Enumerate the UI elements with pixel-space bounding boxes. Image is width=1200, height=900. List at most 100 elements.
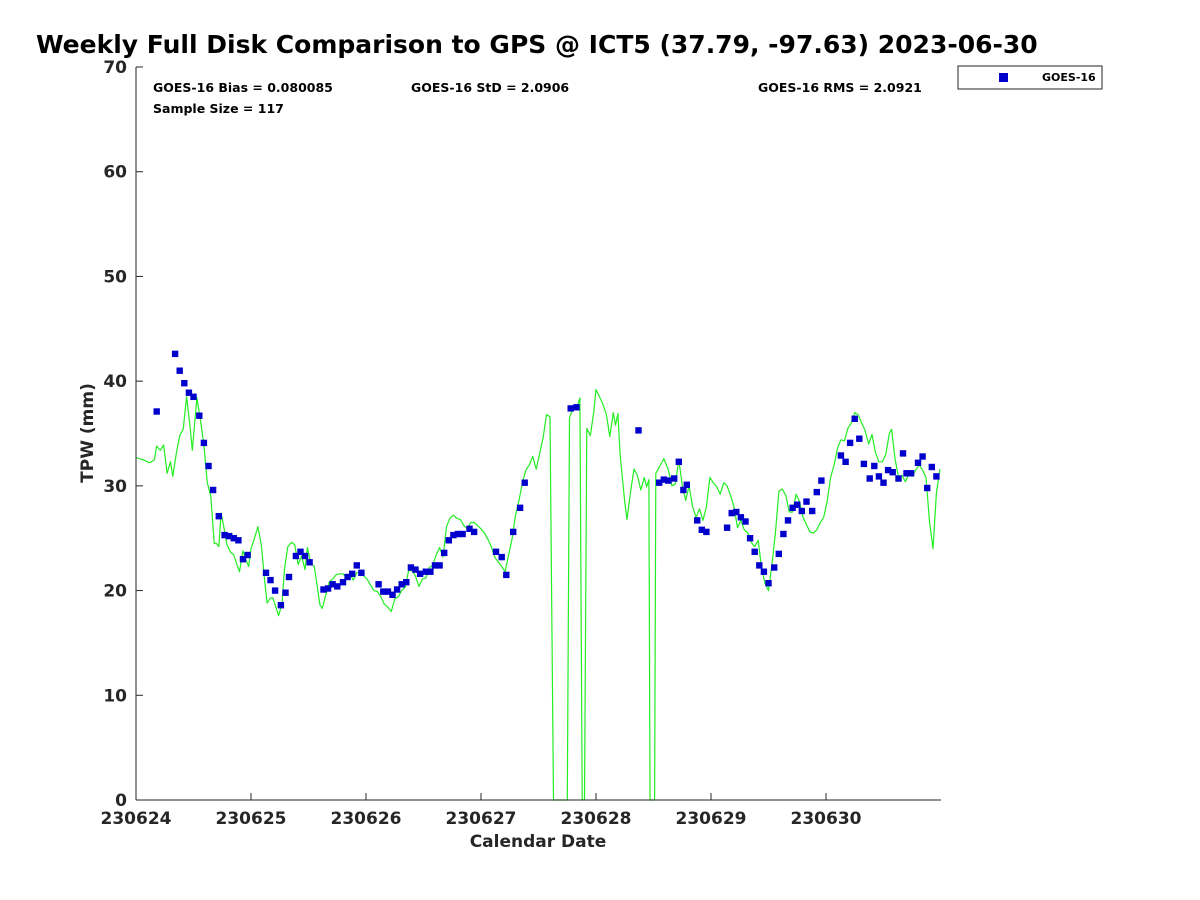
goes16-point <box>846 439 854 447</box>
goes16-point <box>521 479 528 486</box>
goes16-point <box>282 589 289 596</box>
legend-label-goes16: GOES-16 <box>1042 71 1096 84</box>
series-layer <box>135 350 941 801</box>
y-tick-label: 70 <box>103 58 127 78</box>
y-tick-label: 20 <box>103 582 127 602</box>
goes16-point <box>431 562 439 569</box>
chart-title: Weekly Full Disk Comparison to GPS @ ICT… <box>36 30 1038 59</box>
goes16-point <box>723 524 731 531</box>
goes16-point <box>884 466 892 474</box>
x-axis-label: Calendar Date <box>470 832 607 852</box>
x-tick-label: 230628 <box>561 809 632 829</box>
goes16-point <box>407 564 415 571</box>
goes16-point <box>412 566 419 573</box>
goes16-point <box>181 380 188 387</box>
goes16-point <box>292 552 300 560</box>
y-tick-label: 50 <box>103 267 127 287</box>
goes16-point <box>703 528 710 536</box>
goes16-point <box>171 350 179 358</box>
goes16-point <box>698 526 705 533</box>
goes16-point <box>358 569 365 576</box>
x-tick-label: 230627 <box>446 809 517 829</box>
goes16-point <box>436 562 443 569</box>
x-tick-label: 230626 <box>331 809 402 829</box>
goes16-point <box>441 549 448 557</box>
ticks-layer: 0 10 20 30 40 50 60 70 230624 230625 230626 230627 2… <box>101 58 862 829</box>
goes16-point <box>320 586 327 593</box>
goes16-point <box>933 473 940 480</box>
goes16-point <box>635 427 642 434</box>
goes16-point <box>380 588 387 595</box>
x-tick-label: 230625 <box>216 809 287 829</box>
goes16-point <box>301 552 309 560</box>
goes16-point <box>794 501 801 508</box>
goes16-point <box>742 518 749 525</box>
goes16-point <box>271 587 279 594</box>
goes16-point <box>683 481 690 488</box>
goes16-point <box>660 476 667 483</box>
goes16-point <box>466 525 473 532</box>
goes16-point <box>899 450 907 457</box>
rms-annotation: GOES-16 RMS = 2.0921 <box>758 80 922 95</box>
goes16-point <box>680 486 687 494</box>
y-tick-label: 30 <box>103 477 127 497</box>
x-tick-label: 230624 <box>101 809 172 829</box>
goes16-point <box>924 484 931 492</box>
goes16-point <box>200 439 208 447</box>
goes16-point <box>851 415 858 422</box>
goes16-point <box>784 517 792 524</box>
goes16-point <box>880 479 887 486</box>
goes16-point <box>285 573 293 581</box>
goes16-point <box>809 507 816 515</box>
goes16-point <box>837 452 845 459</box>
goes16-point <box>324 585 332 592</box>
goes16-point <box>267 576 274 584</box>
goes16-point <box>771 564 778 571</box>
goes16-point <box>914 459 922 466</box>
goes16-point <box>334 583 341 590</box>
goes16-point <box>798 507 805 515</box>
goes16-point <box>393 586 401 593</box>
goes16-point <box>907 470 915 477</box>
sample-size-annotation: Sample Size = 117 <box>153 101 284 116</box>
goes16-point <box>919 453 926 460</box>
goes16-point <box>389 591 396 598</box>
goes16-point <box>422 568 429 575</box>
legend-box <box>957 65 1103 90</box>
goes16-point <box>903 470 910 477</box>
goes16-point <box>244 551 251 559</box>
goes16-point <box>567 405 574 412</box>
goes16-point <box>176 367 183 374</box>
y-tick-label: 0 <box>115 791 127 811</box>
goes16-point <box>427 568 434 575</box>
goes16-point <box>185 389 193 396</box>
goes16-point <box>450 531 457 539</box>
goes16-point <box>780 530 787 538</box>
goes16-point <box>403 579 410 586</box>
goes16-point <box>813 488 820 496</box>
goes16-point <box>349 570 356 577</box>
goes16-point <box>498 553 505 561</box>
goes16-point <box>190 393 197 400</box>
goes16-point <box>860 460 868 468</box>
goes16-point <box>760 568 768 575</box>
goes16-point <box>416 570 424 577</box>
goes16-point <box>516 504 524 511</box>
goes16-point <box>889 469 896 476</box>
goes16-point <box>746 535 754 542</box>
goes16-point <box>789 504 796 511</box>
goes16-point <box>728 509 735 517</box>
goes16-point <box>230 535 237 542</box>
goes16-point <box>675 458 682 465</box>
goes16-point <box>215 513 222 520</box>
goes16-point <box>384 588 392 595</box>
goes16-point <box>262 569 270 576</box>
plot-area <box>136 67 941 800</box>
goes16-point <box>671 475 678 482</box>
goes16-point <box>153 408 160 415</box>
goes16-point <box>503 571 510 579</box>
goes16-point <box>842 458 849 465</box>
goes16-point <box>737 514 745 521</box>
bias-annotation: GOES-16 Bias = 0.080085 <box>153 80 333 95</box>
std-annotation: GOES-16 StD = 2.0906 <box>411 80 569 95</box>
